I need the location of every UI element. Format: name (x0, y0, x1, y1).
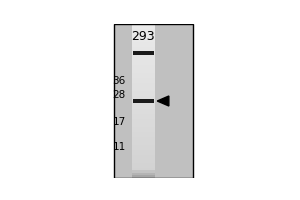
Bar (132, 29, 155, 32)
Bar (132, 170, 155, 173)
Bar (132, 129, 155, 132)
Bar (132, 137, 155, 140)
Bar (132, 132, 155, 134)
Bar (132, 93, 155, 96)
Bar (132, 119, 155, 122)
Bar (132, 50, 155, 52)
Bar (132, 116, 155, 119)
Bar (132, 86, 155, 88)
Bar (132, 57, 155, 60)
Bar (132, 65, 155, 68)
Bar (132, 34, 155, 37)
Bar (132, 98, 155, 101)
Bar (132, 78, 155, 80)
Bar (132, 70, 155, 73)
Bar (114, 24, 193, 178)
Bar (132, 142, 155, 145)
Bar (132, 173, 155, 175)
Text: 11: 11 (112, 142, 126, 152)
Bar (132, 91, 155, 93)
Bar (133, 99, 154, 103)
Bar (132, 163, 155, 165)
Bar (132, 32, 155, 34)
Bar (132, 68, 155, 70)
Bar (132, 106, 155, 109)
Bar (132, 140, 155, 142)
Bar (132, 52, 155, 55)
Bar (132, 37, 155, 39)
Text: 28: 28 (112, 90, 126, 100)
Bar (132, 88, 155, 91)
Bar (132, 45, 155, 47)
Bar (132, 165, 155, 168)
Bar (132, 80, 155, 83)
Bar (132, 134, 155, 137)
Text: 17: 17 (112, 117, 126, 127)
Bar (132, 111, 155, 114)
Bar (132, 73, 155, 75)
Bar (132, 83, 155, 86)
Bar (132, 24, 155, 27)
Bar (132, 96, 155, 98)
Bar (132, 63, 155, 65)
Bar (133, 51, 154, 55)
Polygon shape (157, 96, 169, 106)
Bar (132, 104, 155, 106)
Bar (132, 152, 155, 155)
Bar (132, 60, 155, 62)
Bar (132, 101, 155, 104)
Bar (132, 150, 155, 152)
Text: 36: 36 (112, 76, 126, 86)
Bar (132, 157, 155, 160)
Bar (132, 39, 155, 42)
Bar (132, 168, 155, 170)
Bar (114, 24, 193, 178)
Bar (132, 147, 155, 150)
Bar (132, 109, 155, 111)
Bar (132, 160, 155, 163)
Bar (132, 75, 155, 78)
Bar (132, 42, 155, 45)
Bar (132, 124, 155, 127)
Bar (132, 155, 155, 157)
Bar (132, 145, 155, 147)
Bar (132, 175, 155, 178)
Text: 293: 293 (131, 30, 155, 43)
Bar (132, 27, 155, 29)
Bar (132, 55, 155, 57)
Bar (132, 114, 155, 116)
Bar (132, 122, 155, 124)
Bar (132, 127, 155, 129)
Bar (132, 47, 155, 50)
